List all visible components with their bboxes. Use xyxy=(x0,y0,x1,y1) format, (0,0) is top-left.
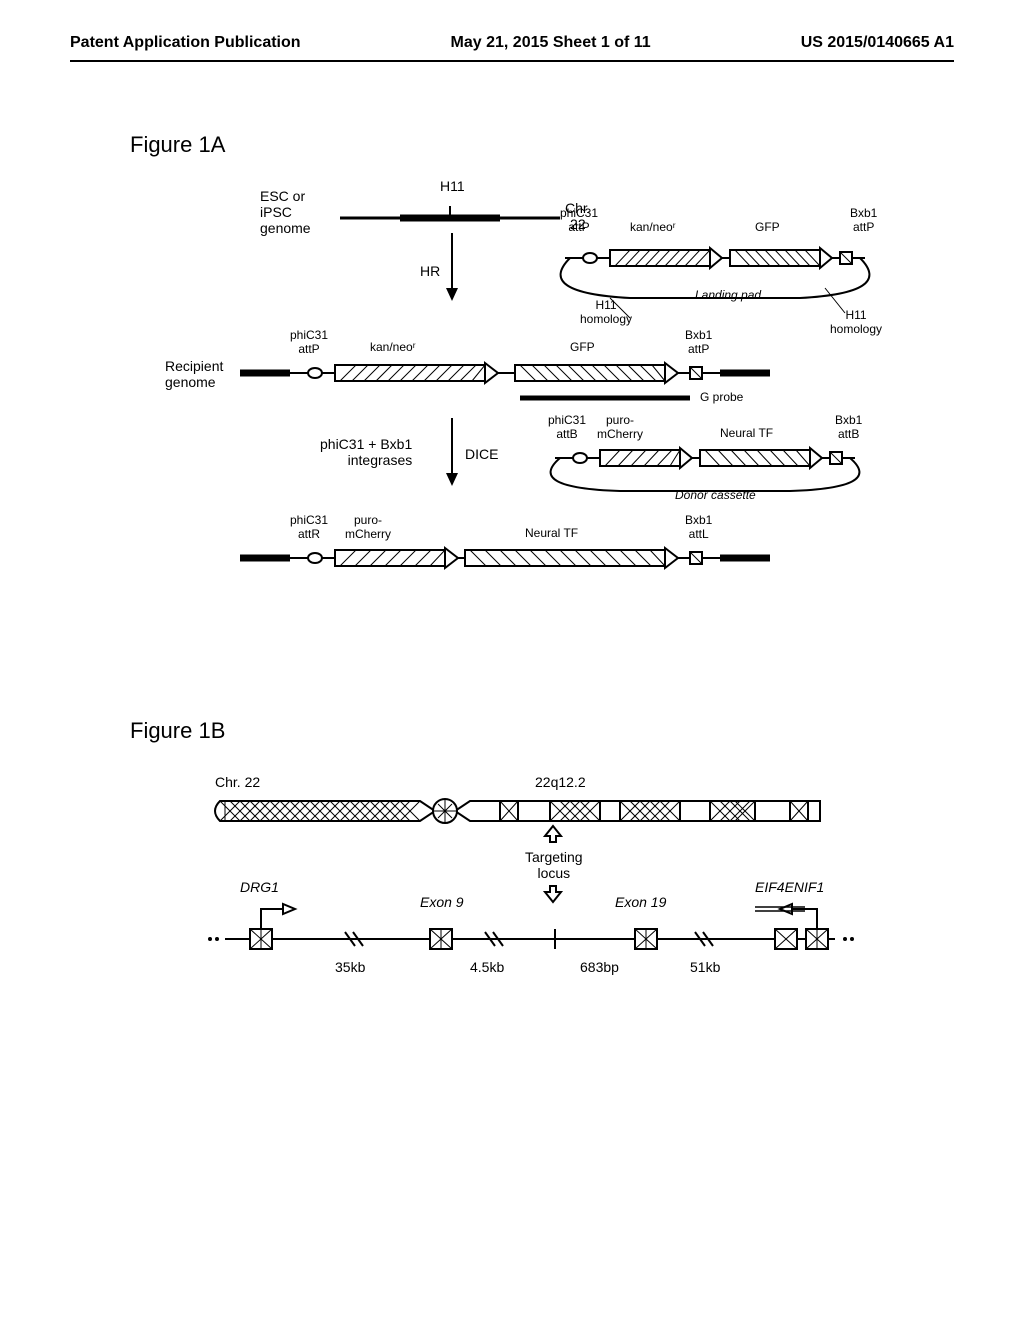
gene-track xyxy=(205,899,855,959)
h11-hom-arrow-left xyxy=(610,298,640,323)
figure-1b: Figure 1B Chr. 22 22q12.2 xyxy=(70,718,954,1034)
lbl-h11: H11 xyxy=(440,178,465,194)
header-center: May 21, 2015 Sheet 1 of 11 xyxy=(451,34,651,52)
lbl-band: 22q12.2 xyxy=(535,774,586,790)
lbl-dist51: 51kb xyxy=(690,959,720,975)
lbl-bxb1-attP-rg: Bxb1 attP xyxy=(685,328,712,356)
figure-1b-diagram: Chr. 22 22q12.2 xyxy=(130,774,890,1034)
figure-1a-title: Figure 1A xyxy=(130,132,954,158)
lbl-donor-cassette: Donor cassette xyxy=(675,488,756,502)
lbl-drg1: DRG1 xyxy=(240,879,279,895)
chromosome-ideogram xyxy=(210,796,830,836)
page-header: Patent Application Publication May 21, 2… xyxy=(0,0,1024,60)
lbl-kan-neo-rg: kan/neoʳ xyxy=(370,340,416,354)
lbl-puro-mcherry-dc: puro- mCherry xyxy=(597,413,643,441)
lbl-chr22-b: Chr. 22 xyxy=(215,774,260,790)
lbl-phiC31-attB-dc: phiC31 attB xyxy=(548,413,586,441)
header-right: US 2015/0140665 A1 xyxy=(801,34,954,52)
lbl-phiC31-attR: phiC31 attR xyxy=(290,513,328,541)
lbl-gfp-lp: GFP xyxy=(755,220,780,234)
lbl-dist45: 4.5kb xyxy=(470,959,504,975)
lbl-neural-tf-dc: Neural TF xyxy=(720,426,773,440)
lbl-dist683: 683bp xyxy=(580,959,619,975)
g-probe-line xyxy=(520,393,690,403)
figure-1a-diagram: ESC or iPSC genome H11 Chr. 22 HR xyxy=(130,178,890,698)
lbl-esc-ipsc: ESC or iPSC genome xyxy=(260,188,311,236)
lbl-puro-mcherry-fp: puro- mCherry xyxy=(345,513,391,541)
lbl-bxb1-attP-lp: Bxb1 attP xyxy=(850,206,877,234)
lbl-hr: HR xyxy=(420,263,440,279)
lbl-dice: DICE xyxy=(465,446,498,462)
lbl-integrases: phiC31 + Bxb1 integrases xyxy=(320,436,412,468)
lbl-g-probe: G probe xyxy=(700,390,743,404)
lbl-recipient: Recipient genome xyxy=(165,358,223,390)
lbl-bxb1-attB-dc: Bxb1 attB xyxy=(835,413,862,441)
row-genome-line xyxy=(340,203,560,233)
lbl-gfp-rg: GFP xyxy=(570,340,595,354)
dice-arrow xyxy=(446,418,458,488)
hr-arrow xyxy=(446,233,458,303)
lbl-neural-tf-fp: Neural TF xyxy=(525,526,578,540)
lbl-phiC31-attP-lp: phiC31 attP xyxy=(560,206,598,234)
lbl-targeting-locus: Targeting locus xyxy=(525,849,583,881)
lbl-landing-pad: Landing pad xyxy=(695,288,761,302)
lbl-eif4enif1: EIF4ENIF1 xyxy=(755,879,824,895)
figure-1a: Figure 1A ESC or iPSC genome H11 Chr. 22… xyxy=(70,132,954,698)
lbl-kan-neo-lp: kan/neoʳ xyxy=(630,220,676,234)
targeting-locus-arrow-up xyxy=(543,824,563,844)
h11-hom-arrow-right xyxy=(825,288,855,318)
lbl-dist35: 35kb xyxy=(335,959,365,975)
lbl-bxb1-attL: Bxb1 attL xyxy=(685,513,712,541)
final-product-row xyxy=(240,538,770,578)
figure-1b-title: Figure 1B xyxy=(130,718,954,744)
lbl-phiC31-attP-rg: phiC31 attP xyxy=(290,328,328,356)
page-content: Figure 1A ESC or iPSC genome H11 Chr. 22… xyxy=(0,62,1024,1034)
recipient-genome-row xyxy=(240,353,770,393)
header-left: Patent Application Publication xyxy=(70,34,301,52)
